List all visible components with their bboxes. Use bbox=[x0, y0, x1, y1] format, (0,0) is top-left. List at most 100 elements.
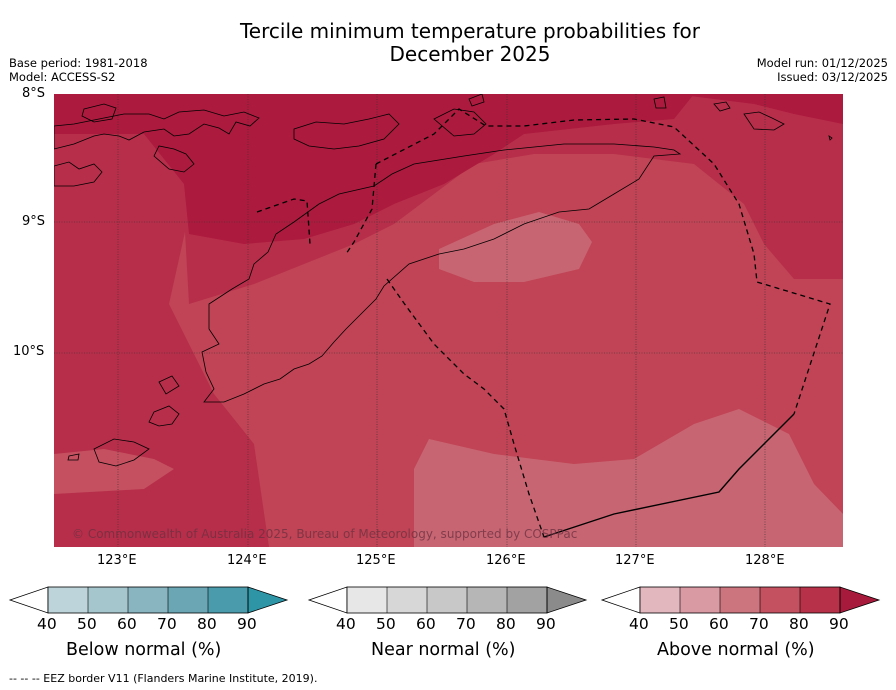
cb1-tick-60: 60 bbox=[117, 615, 137, 633]
coastline-rote bbox=[158, 375, 180, 395]
meta-left: Base period: 1981-2018 Model: ACCESS-S2 bbox=[9, 56, 148, 84]
cb2-tick-70: 70 bbox=[456, 615, 476, 633]
cb2-tick-90: 90 bbox=[536, 615, 556, 633]
band-80-west bbox=[54, 94, 269, 547]
band-90-northwest bbox=[54, 94, 694, 244]
cb1-tick-80: 80 bbox=[197, 615, 217, 633]
title-line-2: December 2025 bbox=[389, 42, 551, 66]
lat-label-9s: 9°S bbox=[22, 214, 46, 229]
colorbar-below-normal bbox=[8, 586, 289, 614]
issued-date: Issued: 03/12/2025 bbox=[777, 70, 888, 84]
cb3-tick-80: 80 bbox=[789, 615, 809, 633]
band-60-central bbox=[439, 212, 592, 282]
lon-label-125e: 125°E bbox=[356, 553, 396, 568]
coastlines bbox=[54, 94, 833, 467]
colorbar-above-seg-40 bbox=[640, 587, 680, 613]
cb1-tick-70: 70 bbox=[157, 615, 177, 633]
lon-label-123e: 123°E bbox=[97, 553, 137, 568]
cb2-title: Near normal (%) bbox=[371, 640, 516, 660]
base-period: Base period: 1981-2018 bbox=[9, 56, 148, 70]
cb2-tick-60: 60 bbox=[416, 615, 436, 633]
colorbar-above-frame bbox=[639, 586, 841, 614]
eez-border-west bbox=[256, 198, 311, 245]
colorbar-near-seg-80 bbox=[507, 587, 547, 613]
lat-label-10s: 10°S bbox=[13, 344, 45, 359]
colorbar-above-seg-60 bbox=[720, 587, 760, 613]
gridlines bbox=[54, 94, 843, 547]
lon-label-126e: 126°E bbox=[486, 553, 526, 568]
meta-right: Model run: 01/12/2025 Issued: 03/12/2025 bbox=[757, 56, 888, 84]
boundary-solid bbox=[543, 413, 795, 538]
colorbar-near-seg-70 bbox=[467, 587, 507, 613]
eez-border bbox=[256, 108, 831, 538]
colorbar-below-arrow-right bbox=[247, 586, 289, 614]
eez-border-mid bbox=[345, 163, 377, 255]
cb3-tick-70: 70 bbox=[749, 615, 769, 633]
cb3-tick-60: 60 bbox=[709, 615, 729, 633]
eez-border-south bbox=[386, 278, 545, 538]
coastline-island-1 bbox=[81, 103, 117, 123]
colorbar-near-dividers bbox=[386, 587, 508, 613]
coastline-island-10 bbox=[828, 135, 833, 141]
colorbar-above-seg-50 bbox=[680, 587, 720, 613]
cb2-tick-50: 50 bbox=[376, 615, 396, 633]
colorbar-below-seg-40 bbox=[48, 587, 88, 613]
coastline-island-5 bbox=[653, 96, 667, 109]
coastline-island-7 bbox=[713, 101, 731, 112]
cb3-title: Above normal (%) bbox=[657, 640, 815, 660]
colorbar-above-arrow-left bbox=[600, 586, 641, 614]
coastline-island-9 bbox=[67, 453, 80, 461]
band-90-northeast bbox=[674, 94, 843, 124]
colorbar-above-normal bbox=[600, 586, 881, 614]
colorbar-below-dividers bbox=[87, 587, 209, 613]
colorbar-above-seg-70 bbox=[760, 587, 800, 613]
cb1-tick-40: 40 bbox=[37, 615, 57, 633]
coastline-island-2 bbox=[153, 145, 195, 173]
coastline-alor bbox=[293, 113, 400, 150]
band-60-south bbox=[414, 409, 843, 547]
colorbar-near-seg-50 bbox=[387, 587, 427, 613]
cb3-tick-90: 90 bbox=[829, 615, 849, 633]
colorbar-below-arrow-left bbox=[8, 586, 49, 614]
coastline-island-3 bbox=[54, 161, 103, 187]
colorbar-near-normal bbox=[307, 586, 588, 614]
coastline-wetar bbox=[433, 108, 487, 137]
colorbar-above-arrow-right bbox=[839, 586, 881, 614]
colorbar-near-seg-40 bbox=[347, 587, 387, 613]
cb3-tick-50: 50 bbox=[669, 615, 689, 633]
figure-title: Tercile minimum temperature probabilitie… bbox=[0, 20, 896, 66]
copyright-text: © Commonwealth of Australia 2025, Bureau… bbox=[72, 527, 577, 541]
lon-label-128e: 128°E bbox=[745, 553, 785, 568]
map-svg: © Commonwealth of Australia 2025, Bureau… bbox=[54, 94, 843, 547]
coastline-island-6 bbox=[743, 111, 785, 131]
colorbar-below-seg-70 bbox=[168, 587, 208, 613]
probability-map: © Commonwealth of Australia 2025, Bureau… bbox=[54, 94, 843, 547]
title-line-1: Tercile minimum temperature probabilitie… bbox=[239, 19, 701, 43]
coastline-timor bbox=[201, 143, 682, 403]
colorbar-above-seg-80 bbox=[800, 587, 840, 613]
model-run: Model run: 01/12/2025 bbox=[756, 56, 888, 70]
colorbar-below-seg-80 bbox=[208, 587, 248, 613]
colorbar-below-seg-50 bbox=[88, 587, 128, 613]
colorbar-below-frame bbox=[47, 586, 249, 614]
colorbar-above-dividers bbox=[679, 587, 801, 613]
lon-label-127e: 127°E bbox=[615, 553, 655, 568]
eez-border-north bbox=[375, 108, 831, 415]
coastline-island-4 bbox=[468, 94, 485, 107]
coastline-flores bbox=[54, 109, 260, 150]
colorbar-below-seg-60 bbox=[128, 587, 168, 613]
cb2-tick-80: 80 bbox=[496, 615, 516, 633]
cb1-title: Below normal (%) bbox=[66, 640, 222, 660]
colorbar-near-frame bbox=[346, 586, 548, 614]
colorbar-near-arrow-left bbox=[307, 586, 348, 614]
cb1-tick-90: 90 bbox=[237, 615, 257, 633]
cb3-tick-40: 40 bbox=[629, 615, 649, 633]
lat-label-8s: 8°S bbox=[22, 86, 46, 101]
model-name: Model: ACCESS-S2 bbox=[9, 70, 116, 84]
cb1-tick-50: 50 bbox=[77, 615, 97, 633]
colorbar-near-seg-60 bbox=[427, 587, 467, 613]
band-70-southwest bbox=[54, 449, 174, 494]
coastline-sawu bbox=[93, 438, 150, 467]
lon-label-124e: 124°E bbox=[227, 553, 267, 568]
colorbar-near-arrow-right bbox=[546, 586, 588, 614]
